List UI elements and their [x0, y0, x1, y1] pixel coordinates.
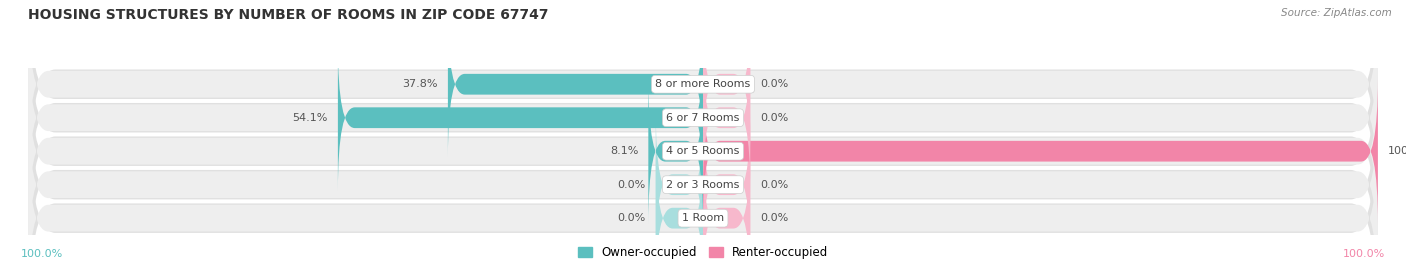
Text: 100.0%: 100.0% [1388, 146, 1406, 156]
FancyBboxPatch shape [703, 44, 751, 191]
Legend: Owner-occupied, Renter-occupied: Owner-occupied, Renter-occupied [572, 242, 834, 264]
FancyBboxPatch shape [28, 66, 1378, 270]
FancyBboxPatch shape [28, 131, 1378, 270]
FancyBboxPatch shape [648, 78, 703, 225]
Text: 8.1%: 8.1% [610, 146, 638, 156]
Text: 6 or 7 Rooms: 6 or 7 Rooms [666, 113, 740, 123]
FancyBboxPatch shape [655, 111, 703, 258]
FancyBboxPatch shape [28, 32, 1378, 270]
Text: 100.0%: 100.0% [1343, 249, 1385, 259]
Text: 0.0%: 0.0% [617, 180, 645, 190]
FancyBboxPatch shape [449, 11, 703, 158]
Text: 1 Room: 1 Room [682, 213, 724, 223]
FancyBboxPatch shape [655, 145, 703, 270]
FancyBboxPatch shape [703, 11, 751, 158]
FancyBboxPatch shape [337, 44, 703, 191]
Text: 2 or 3 Rooms: 2 or 3 Rooms [666, 180, 740, 190]
Text: 37.8%: 37.8% [402, 79, 437, 89]
Text: 0.0%: 0.0% [761, 79, 789, 89]
Text: 0.0%: 0.0% [761, 113, 789, 123]
Text: Source: ZipAtlas.com: Source: ZipAtlas.com [1281, 8, 1392, 18]
Text: 54.1%: 54.1% [292, 113, 328, 123]
FancyBboxPatch shape [703, 111, 751, 258]
Text: 4 or 5 Rooms: 4 or 5 Rooms [666, 146, 740, 156]
FancyBboxPatch shape [703, 145, 751, 270]
FancyBboxPatch shape [28, 64, 1378, 238]
FancyBboxPatch shape [703, 78, 1378, 225]
FancyBboxPatch shape [28, 0, 1378, 203]
Text: 0.0%: 0.0% [617, 213, 645, 223]
FancyBboxPatch shape [28, 98, 1378, 270]
Text: 0.0%: 0.0% [761, 213, 789, 223]
FancyBboxPatch shape [28, 0, 1378, 237]
Text: HOUSING STRUCTURES BY NUMBER OF ROOMS IN ZIP CODE 67747: HOUSING STRUCTURES BY NUMBER OF ROOMS IN… [28, 8, 548, 22]
Text: 8 or more Rooms: 8 or more Rooms [655, 79, 751, 89]
FancyBboxPatch shape [28, 0, 1378, 171]
FancyBboxPatch shape [28, 31, 1378, 205]
FancyBboxPatch shape [28, 99, 1378, 270]
Text: 0.0%: 0.0% [761, 180, 789, 190]
Text: 100.0%: 100.0% [21, 249, 63, 259]
